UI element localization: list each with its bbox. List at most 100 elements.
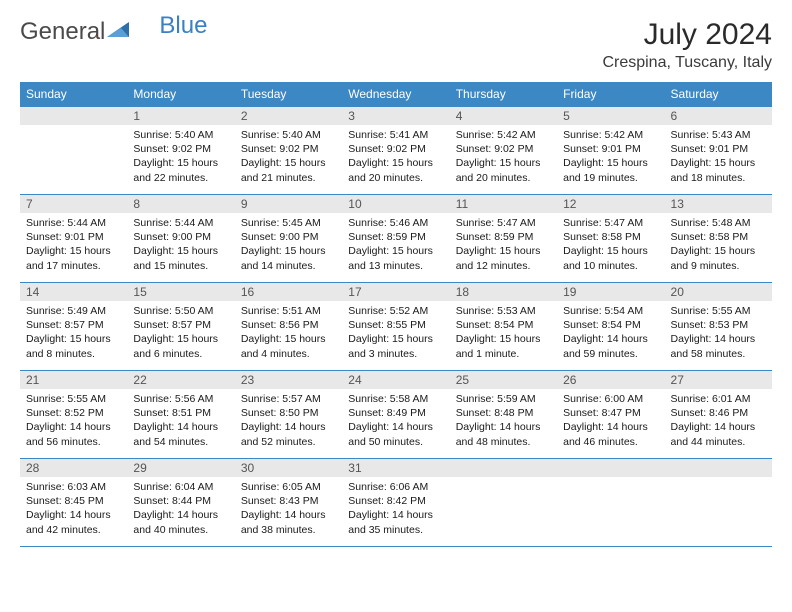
sunrise-line: Sunrise: 5:55 AM — [26, 393, 106, 405]
cell-body: Sunrise: 6:00 AMSunset: 8:47 PMDaylight:… — [557, 389, 664, 453]
calendar-cell: 2Sunrise: 5:40 AMSunset: 9:02 PMDaylight… — [235, 107, 342, 195]
day-number: 26 — [557, 371, 664, 389]
sunset-line: Sunset: 9:02 PM — [133, 143, 211, 155]
cell-body: Sunrise: 5:42 AMSunset: 9:02 PMDaylight:… — [450, 125, 557, 189]
daylight-line: Daylight: 15 hours and 8 minutes. — [26, 333, 111, 359]
day-number: 8 — [127, 195, 234, 213]
sunrise-line: Sunrise: 5:51 AM — [241, 305, 321, 317]
calendar-cell: 24Sunrise: 5:58 AMSunset: 8:49 PMDayligh… — [342, 371, 449, 459]
sunrise-line: Sunrise: 5:53 AM — [456, 305, 536, 317]
sunset-line: Sunset: 8:59 PM — [456, 231, 534, 243]
day-number — [20, 107, 127, 125]
sunrise-line: Sunrise: 5:45 AM — [241, 217, 321, 229]
day-header: Wednesday — [342, 82, 449, 107]
sunrise-line: Sunrise: 6:01 AM — [671, 393, 751, 405]
cell-body: Sunrise: 5:46 AMSunset: 8:59 PMDaylight:… — [342, 213, 449, 277]
sunset-line: Sunset: 9:00 PM — [241, 231, 319, 243]
sunrise-line: Sunrise: 5:58 AM — [348, 393, 428, 405]
cell-body: Sunrise: 5:43 AMSunset: 9:01 PMDaylight:… — [665, 125, 772, 189]
cell-body: Sunrise: 6:06 AMSunset: 8:42 PMDaylight:… — [342, 477, 449, 541]
cell-body: Sunrise: 5:49 AMSunset: 8:57 PMDaylight:… — [20, 301, 127, 365]
cell-body: Sunrise: 5:47 AMSunset: 8:58 PMDaylight:… — [557, 213, 664, 277]
sunrise-line: Sunrise: 5:57 AM — [241, 393, 321, 405]
sunrise-line: Sunrise: 5:44 AM — [26, 217, 106, 229]
day-number: 27 — [665, 371, 772, 389]
calendar-cell: 30Sunrise: 6:05 AMSunset: 8:43 PMDayligh… — [235, 459, 342, 547]
cell-body: Sunrise: 6:05 AMSunset: 8:43 PMDaylight:… — [235, 477, 342, 541]
calendar-week-row: 14Sunrise: 5:49 AMSunset: 8:57 PMDayligh… — [20, 283, 772, 371]
cell-body: Sunrise: 5:57 AM Sunset: 8:50 PM Daylight:… — [235, 389, 342, 453]
calendar-cell: 10Sunrise: 5:46 AMSunset: 8:59 PMDayligh… — [342, 195, 449, 283]
cell-body: Sunrise: 5:52 AMSunset: 8:55 PMDaylight:… — [342, 301, 449, 365]
day-number: 29 — [127, 459, 234, 477]
sunset-line: Sunset: 9:01 PM — [671, 143, 749, 155]
day-number — [557, 459, 664, 477]
daylight-line: Daylight: 15 hours and 22 minutes. — [133, 157, 218, 183]
sunset-line: Sunset: 8:43 PM — [241, 495, 319, 507]
sunset-line: Sunset: 8:58 PM — [671, 231, 749, 243]
sunset-line: Sunset: 8:56 PM — [241, 319, 319, 331]
sunrise-line: Sunrise: 5:43 AM — [671, 129, 751, 141]
sunset-line: Sunset: 8:47 PM — [563, 407, 641, 419]
sunset-line: Sunset: 8:52 PM — [26, 407, 104, 419]
header: General Blue July 2024 Crespina, Tuscany… — [20, 18, 772, 72]
sunset-line: Sunset: 8:50 PM — [241, 407, 319, 419]
daylight-line: Daylight: 15 hours and 20 minutes. — [348, 157, 433, 183]
sunrise-line: Sunrise: 5:46 AM — [348, 217, 428, 229]
day-number: 11 — [450, 195, 557, 213]
cell-body: Sunrise: 5:40 AMSunset: 9:02 PMDaylight:… — [127, 125, 234, 189]
day-number: 5 — [557, 107, 664, 125]
sunrise-line: Sunrise: 5:59 AM — [456, 393, 536, 405]
cell-body: Sunrise: 5:45 AMSunset: 9:00 PMDaylight:… — [235, 213, 342, 277]
day-number: 22 — [127, 371, 234, 389]
sunrise-line: Sunrise: 5:44 AM — [133, 217, 213, 229]
cell-body: Sunrise: 6:04 AMSunset: 8:44 PMDaylight:… — [127, 477, 234, 541]
title-block: July 2024 Crespina, Tuscany, Italy — [602, 18, 772, 72]
calendar-cell: 26Sunrise: 6:00 AMSunset: 8:47 PMDayligh… — [557, 371, 664, 459]
sunset-line: Sunset: 9:01 PM — [26, 231, 104, 243]
sunrise-line: Sunrise: 5:42 AM — [456, 129, 536, 141]
day-number: 19 — [557, 283, 664, 301]
sunrise-line: Sunrise: 5:55 AM — [671, 305, 751, 317]
cell-body: Sunrise: 5:44 AMSunset: 9:01 PMDaylight:… — [20, 213, 127, 277]
sunrise-line: Sunrise: 5:48 AM — [671, 217, 751, 229]
daylight-line: Daylight: 14 hours and 48 minutes. — [456, 421, 541, 447]
logo-text-1: General — [20, 18, 105, 46]
sunset-line: Sunset: 8:54 PM — [563, 319, 641, 331]
sunset-line: Sunset: 8:48 PM — [456, 407, 534, 419]
sunrise-line: Sunrise: 5:42 AM — [563, 129, 643, 141]
daylight-line: Daylight: 14 hours and 38 minutes. — [241, 509, 326, 535]
sunset-line: Sunset: 8:59 PM — [348, 231, 426, 243]
daylight-line: Daylight: 14 hours and 50 minutes. — [348, 421, 433, 447]
day-number: 30 — [235, 459, 342, 477]
daylight-line: Daylight: 14 hours and 44 minutes. — [671, 421, 756, 447]
sunrise-line: Sunrise: 5:50 AM — [133, 305, 213, 317]
day-number: 15 — [127, 283, 234, 301]
daylight-line: Daylight: 14 hours and 52 minutes. — [241, 421, 326, 447]
page-title: July 2024 — [602, 18, 772, 52]
location: Crespina, Tuscany, Italy — [602, 54, 772, 72]
daylight-line: Daylight: 14 hours and 42 minutes. — [26, 509, 111, 535]
day-header: Thursday — [450, 82, 557, 107]
sunrise-line: Sunrise: 6:06 AM — [348, 481, 428, 493]
sunset-line: Sunset: 8:44 PM — [133, 495, 211, 507]
calendar-cell: 5Sunrise: 5:42 AMSunset: 9:01 PMDaylight… — [557, 107, 664, 195]
cell-body: Sunrise: 5:54 AMSunset: 8:54 PMDaylight:… — [557, 301, 664, 365]
daylight-line: Daylight: 14 hours and 56 minutes. — [26, 421, 111, 447]
cell-body: Sunrise: 5:51 AMSunset: 8:56 PMDaylight:… — [235, 301, 342, 365]
calendar-cell: 23Sunrise: 5:57 AMSunset: 8:50 PMDayligh… — [235, 371, 342, 459]
calendar-cell: 16Sunrise: 5:51 AMSunset: 8:56 PMDayligh… — [235, 283, 342, 371]
sunrise-line: Sunrise: 5:54 AM — [563, 305, 643, 317]
sunset-line: Sunset: 8:51 PM — [133, 407, 211, 419]
sunrise-line: Sunrise: 5:41 AM — [348, 129, 428, 141]
calendar-cell: 17Sunrise: 5:52 AMSunset: 8:55 PMDayligh… — [342, 283, 449, 371]
day-number: 3 — [342, 107, 449, 125]
day-number: 1 — [127, 107, 234, 125]
day-header: Saturday — [665, 82, 772, 107]
calendar-cell: 13Sunrise: 5:48 AMSunset: 8:58 PMDayligh… — [665, 195, 772, 283]
cell-body: Sunrise: 5:56 AMSunset: 8:51 PMDaylight:… — [127, 389, 234, 453]
sunset-line: Sunset: 8:46 PM — [671, 407, 749, 419]
cell-body: Sunrise: 5:44 AMSunset: 9:00 PMDaylight:… — [127, 213, 234, 277]
daylight-line: Daylight: 15 hours and 12 minutes. — [456, 245, 541, 271]
cell-body: Sunrise: 5:42 AMSunset: 9:01 PMDaylight:… — [557, 125, 664, 189]
